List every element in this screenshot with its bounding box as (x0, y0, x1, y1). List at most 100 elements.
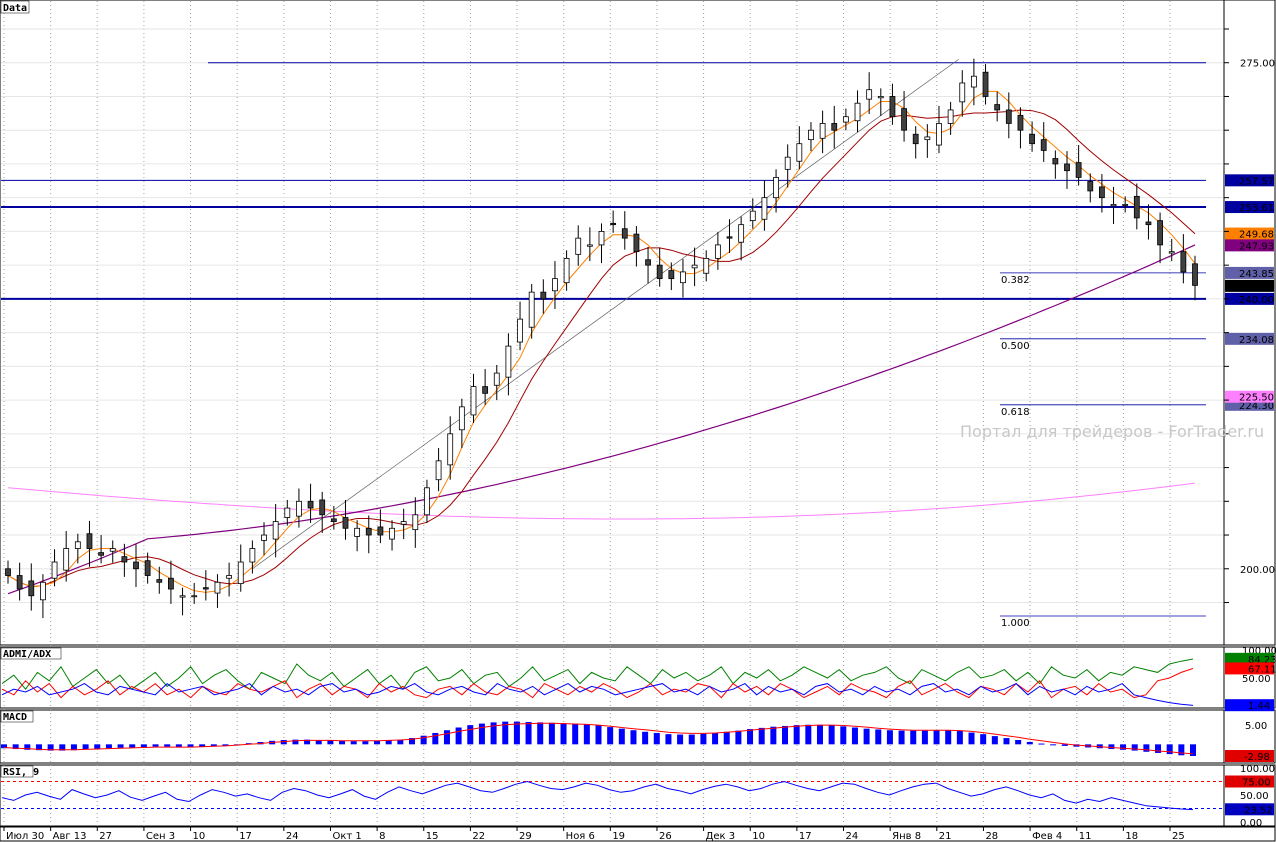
candle-body (133, 561, 139, 570)
candle-body (330, 518, 337, 522)
candle-body (842, 116, 849, 123)
candle-body (645, 259, 651, 266)
ma-value-label: 247.93 (1239, 241, 1274, 252)
candle-body (435, 460, 442, 481)
x-tick-label: 26 (659, 831, 672, 842)
macd-bar (12, 744, 19, 750)
candle-body (28, 580, 35, 597)
macd-bar (245, 743, 252, 745)
candle-body (1087, 181, 1094, 192)
macd-bar (443, 730, 450, 745)
fibonacci-ratio-label: 0.618 (1001, 407, 1030, 418)
macd-bar (82, 744, 89, 750)
macd-bar (94, 744, 101, 750)
macd-bar (304, 739, 311, 745)
ma-value-label: 249.68 (1239, 230, 1274, 241)
macd-bar (210, 744, 217, 747)
macd-bar (921, 730, 928, 745)
candle-body (749, 210, 756, 222)
fibonacci-ratio-label: 0.500 (1001, 341, 1030, 352)
rsi-y-tick-label: 50.00 (1240, 791, 1269, 802)
candle-body (1122, 204, 1129, 206)
adx-pane (0, 646, 1225, 709)
x-tick-label: 25 (1172, 831, 1185, 842)
x-tick-label: Авг 13 (53, 831, 87, 842)
last-price-marker: ▲ (1227, 282, 1235, 293)
rsi-value-box (1225, 803, 1274, 816)
candle-body (761, 197, 768, 220)
fibonacci-price-label: 224.30 (1239, 401, 1274, 412)
candle-body (191, 595, 198, 598)
candle-body (296, 500, 302, 517)
watermark: Портал для трейдеров - ForTrader.ru (960, 422, 1264, 441)
macd-bar (59, 744, 66, 751)
candle-body (447, 433, 454, 466)
candle-body (307, 500, 314, 509)
candle-body (40, 581, 46, 601)
candle-body (400, 521, 407, 525)
candle-body (63, 548, 70, 571)
horizontal-levels: 257.57 253.61 240.00 0.382 243.85 0.500 234.08… (1, 59, 1274, 629)
macd-bar (688, 734, 695, 745)
macd-bar (607, 727, 614, 745)
macd-bar (991, 736, 998, 745)
candle-body (249, 548, 256, 563)
candle-body (784, 156, 791, 170)
macd-bar (618, 728, 625, 745)
macd-bar (35, 744, 42, 751)
candle-body (994, 104, 1001, 111)
macd-bar (980, 734, 987, 745)
macd-bar (642, 731, 649, 745)
candle-body (98, 552, 104, 556)
candle-body (575, 237, 582, 255)
macd-bar (1178, 744, 1185, 756)
axis-labels: Июл 30 Авг 13 27 Сен 3 10 17 24 Окт 1 8 15 22 29 Ноя… (3, 28, 1275, 842)
candle-body (121, 556, 128, 563)
candle-body (109, 548, 116, 552)
adx-value-label: 1.44 (1248, 701, 1270, 712)
candle-body (412, 514, 419, 531)
candle-body (16, 575, 23, 590)
candle-body (1099, 186, 1105, 199)
macd-bar (816, 724, 823, 745)
macd-bar (863, 728, 870, 745)
time-axis (0, 826, 1276, 842)
x-tick-label: Ноя 6 (566, 831, 595, 842)
macd-bar (1166, 744, 1173, 755)
last-price-box (1225, 279, 1274, 292)
x-tick-label: 22 (472, 831, 485, 842)
macd-bar (432, 732, 439, 745)
macd-bar (490, 722, 497, 745)
x-tick-label: Окт 1 (332, 831, 361, 842)
fibonacci-ratio-label: 1.000 (1001, 618, 1030, 629)
rsi-axis (1223, 764, 1276, 827)
candle-body (773, 177, 779, 199)
macd-bar (1120, 744, 1127, 750)
macd-bar (292, 739, 299, 745)
candle-body (866, 89, 873, 100)
macd-bar (129, 744, 136, 748)
macd-bar (735, 730, 742, 745)
x-tick-label: Фев 4 (1032, 831, 1062, 842)
x-tick-label: Янв 8 (892, 831, 921, 842)
macd-bar (164, 744, 171, 747)
candle-body (1192, 263, 1198, 286)
macd-bar (315, 740, 322, 745)
fibonacci-price-box (1225, 266, 1274, 279)
macd-bar (805, 724, 812, 745)
macd-bar (595, 725, 602, 745)
adx-value-label: 67.11 (1248, 664, 1276, 675)
candle-body (936, 123, 942, 146)
macd-bar (140, 744, 147, 748)
candle-body (970, 75, 977, 88)
macd-bar (933, 730, 940, 745)
macd-bar (478, 723, 485, 745)
candle-body (261, 534, 267, 541)
macd-bar (945, 730, 952, 745)
macd-bar (408, 738, 415, 745)
candle-body (1040, 139, 1047, 151)
adx-value-box (1225, 662, 1274, 675)
candle-body (1005, 109, 1012, 124)
